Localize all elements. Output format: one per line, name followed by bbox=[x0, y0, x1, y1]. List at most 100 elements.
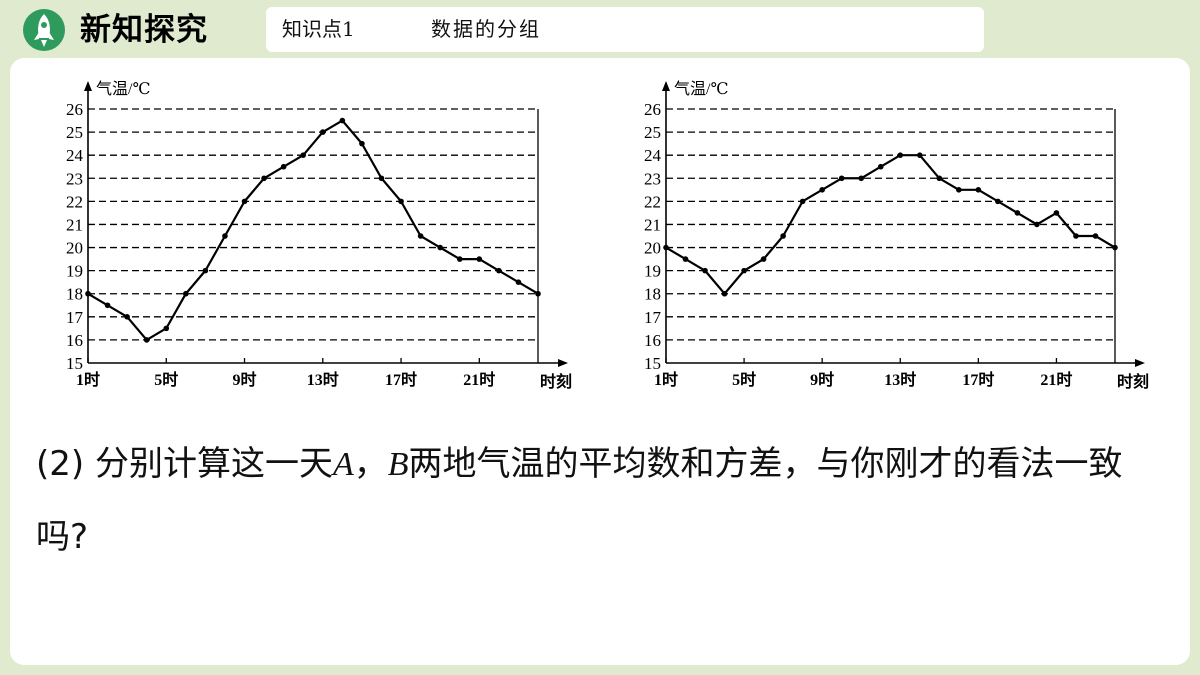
chart-b-y-tick-label: 21 bbox=[644, 215, 661, 234]
chart-b-data-point bbox=[916, 152, 923, 158]
chart-a-data-point bbox=[319, 129, 326, 135]
chart-a-y-tick-label: 15 bbox=[66, 354, 83, 373]
chart-b-data-point bbox=[877, 163, 884, 170]
chart-b-x-tick-label: 21时 bbox=[1040, 371, 1072, 389]
chart-a-y-tick-label: 16 bbox=[66, 331, 83, 350]
chart-b-x-tick-label: 5时 bbox=[732, 371, 756, 389]
chart-a-y-tick-label: 18 bbox=[66, 285, 83, 304]
chart-b-x-tick-label: 13时 bbox=[884, 371, 916, 389]
chart-a-y-axis-label: 气温/℃ bbox=[96, 80, 150, 98]
rocket-icon bbox=[23, 9, 65, 51]
chart-b-data-point bbox=[995, 198, 1001, 205]
chart-a-data-point bbox=[378, 175, 385, 182]
chart-a-data-point bbox=[456, 256, 463, 262]
chart-a-data-point bbox=[202, 267, 209, 274]
chart-a-data-point bbox=[417, 233, 424, 239]
chart-b-y-tick-label: 26 bbox=[644, 100, 661, 119]
chart-a-data-point bbox=[398, 198, 404, 205]
chart-b-x-axis-label: 时刻 bbox=[1117, 372, 1149, 391]
variable-a: A bbox=[332, 446, 354, 483]
chart-a-data-point bbox=[183, 290, 189, 297]
chart-a-x-tick-label: 1时 bbox=[76, 371, 100, 389]
question-part-2: ， bbox=[353, 444, 388, 484]
chart-b-x-tick-label: 17时 bbox=[962, 371, 994, 389]
chart-a-data-point bbox=[280, 163, 287, 170]
chart-a-data-point bbox=[496, 267, 502, 274]
chart-b-y-tick-label: 19 bbox=[644, 262, 661, 281]
chart-b-series-line bbox=[665, 154, 1116, 295]
chart-a-y-tick-label: 26 bbox=[66, 100, 83, 119]
chart-a-x-tick-label: 9时 bbox=[233, 371, 257, 389]
temperature-chart-a: 15 16 17 18 19 20 21 22 23 24 25 26 气温/℃ 1时 5时 9时 13时 17时… bbox=[66, 80, 572, 391]
chart-b-data-point bbox=[936, 175, 943, 182]
chart-a-data-point bbox=[437, 244, 443, 251]
chart-a-data-point bbox=[515, 279, 522, 285]
question-text: (2) 分别计算这一天A，B两地气温的平均数和方差，与你刚才的看法一致吗? bbox=[36, 428, 1166, 573]
chart-a-x-tick-label: 21时 bbox=[463, 371, 495, 389]
chart-b-data-point bbox=[1034, 221, 1040, 228]
chart-b-y-axis-arrow bbox=[662, 81, 670, 91]
chart-a-data-point bbox=[222, 233, 228, 239]
chart-a-y-tick-label: 23 bbox=[66, 169, 83, 188]
chart-b-data-point bbox=[1092, 233, 1099, 239]
chart-b-data-point bbox=[838, 175, 845, 182]
chart-b-y-tick-label: 16 bbox=[644, 331, 661, 350]
chart-a-data-point bbox=[104, 302, 111, 309]
chart-b-data-point bbox=[741, 267, 747, 274]
chart-b-data-point bbox=[858, 175, 865, 182]
chart-a-x-tick-label: 13时 bbox=[307, 371, 339, 389]
chart-a-series-line bbox=[87, 119, 539, 342]
chart-b-y-axis-label: 气温/℃ bbox=[674, 80, 728, 98]
chart-a-y-tick-label: 22 bbox=[66, 192, 83, 211]
chart-a-data-point bbox=[535, 290, 541, 297]
chart-b-y-tick-label: 17 bbox=[644, 308, 662, 327]
chart-b-data-point bbox=[1073, 233, 1079, 239]
question-mark: ? bbox=[70, 517, 89, 557]
chart-a-x-axis-label: 时刻 bbox=[540, 372, 572, 391]
section-title: 新知探究 bbox=[80, 12, 208, 48]
chart-b-data-point bbox=[760, 256, 767, 262]
chart-b-x-tick-label: 1时 bbox=[654, 371, 678, 389]
chart-b-x-tick-label: 9时 bbox=[810, 371, 834, 389]
chart-b-data-point bbox=[663, 244, 669, 251]
chart-b-y-tick-label: 22 bbox=[644, 192, 661, 211]
chart-b-data-point bbox=[799, 198, 806, 205]
chart-a-data-point bbox=[300, 152, 307, 158]
chart-a-data-point bbox=[124, 314, 130, 320]
chart-b-data-point bbox=[780, 233, 786, 239]
chart-a-data-point bbox=[143, 337, 150, 343]
chart-a-y-tick-label: 25 bbox=[66, 123, 83, 142]
chart-a-y-tick-label: 21 bbox=[66, 215, 83, 234]
chart-a-data-point bbox=[339, 117, 346, 124]
chart-b-data-point bbox=[1112, 244, 1118, 251]
chart-b-y-tick-label: 24 bbox=[644, 146, 662, 165]
chart-b-data-point bbox=[819, 187, 825, 193]
chart-a-x-tick-label: 5时 bbox=[154, 371, 178, 389]
chart-a-x-tick-label: 17时 bbox=[385, 371, 417, 389]
chart-a-y-tick-label: 19 bbox=[66, 262, 83, 281]
content-card bbox=[10, 58, 1190, 665]
knowledge-point-label: 知识点1 bbox=[282, 17, 355, 41]
question-part-3: 两地气温的平均数和方差，与你刚才的看法一致吗 bbox=[36, 444, 1123, 557]
chart-b-y-tick-label: 25 bbox=[644, 123, 661, 142]
chart-a-data-point bbox=[85, 290, 91, 297]
chart-b-y-tick-label: 18 bbox=[644, 285, 661, 304]
chart-a-y-axis-arrow bbox=[84, 81, 92, 91]
chart-b-y-tick-label: 20 bbox=[644, 239, 661, 258]
topic-title: 数据的分组 bbox=[431, 17, 541, 41]
chart-b-data-point bbox=[682, 256, 689, 262]
chart-a-x-axis-arrow bbox=[558, 359, 568, 367]
chart-a-y-tick-label: 17 bbox=[66, 308, 84, 327]
chart-a-data-point bbox=[261, 175, 267, 182]
chart-b-data-point bbox=[956, 187, 962, 193]
temperature-chart-b: 15 16 17 18 19 20 21 22 23 24 25 26 气温/℃ 1时 5时 9时 13时 17时… bbox=[644, 80, 1149, 391]
variable-b: B bbox=[387, 446, 409, 483]
chart-b-data-point bbox=[1014, 210, 1021, 216]
chart-a-y-tick-label: 24 bbox=[66, 146, 84, 165]
chart-b-y-tick-label: 15 bbox=[644, 354, 661, 373]
question-part-1: (2) 分别计算这一天 bbox=[36, 444, 333, 484]
chart-a-data-point bbox=[476, 256, 483, 262]
chart-a-data-point bbox=[163, 325, 170, 332]
chart-a-y-tick-label: 20 bbox=[66, 239, 83, 258]
chart-a-data-point bbox=[241, 198, 248, 205]
